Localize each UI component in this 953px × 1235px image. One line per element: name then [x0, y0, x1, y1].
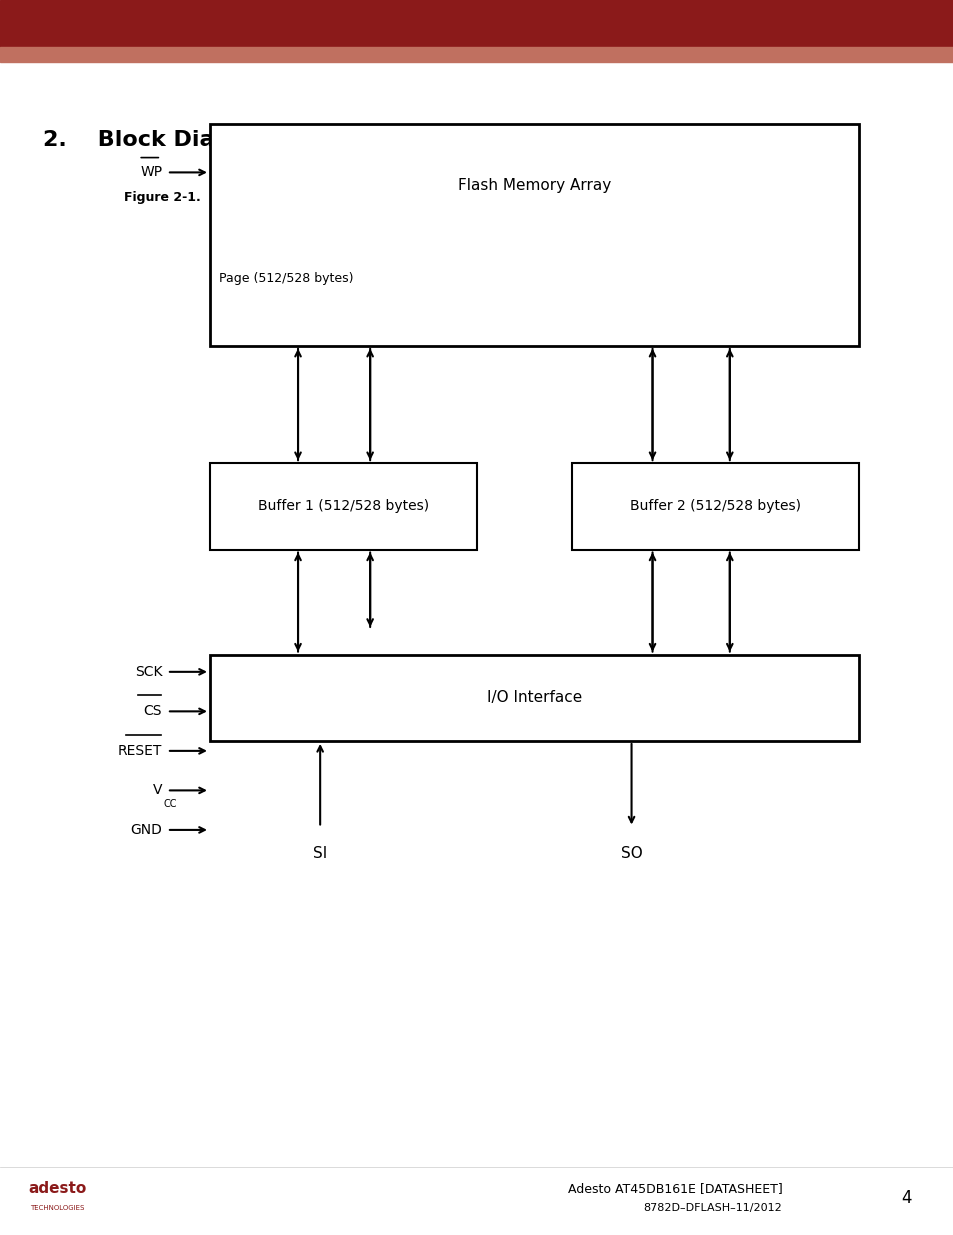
Text: SCK: SCK	[134, 664, 162, 679]
Bar	[572, 463, 858, 550]
Text: Page (512/528 bytes): Page (512/528 bytes)	[219, 272, 354, 285]
Bar	[210, 655, 858, 741]
Text: RESET: RESET	[117, 743, 162, 758]
Text: 4: 4	[900, 1189, 911, 1207]
Text: Adesto AT45DB161E [DATASHEET]: Adesto AT45DB161E [DATASHEET]	[567, 1182, 781, 1194]
Bar	[0, 47, 953, 62]
Text: TECHNOLOGIES: TECHNOLOGIES	[30, 1205, 84, 1210]
Text: I/O Interface: I/O Interface	[486, 690, 581, 705]
Bar	[0, 0, 953, 47]
Text: adesto: adesto	[28, 1181, 87, 1195]
Text: SO: SO	[620, 846, 641, 861]
Text: CC: CC	[163, 799, 176, 809]
Text: Flash Memory Array: Flash Memory Array	[457, 178, 610, 193]
Text: 8782D–DFLASH–11/2012: 8782D–DFLASH–11/2012	[643, 1203, 781, 1213]
Text: Buffer 1 (512/528 bytes): Buffer 1 (512/528 bytes)	[257, 499, 429, 514]
Bar	[210, 124, 858, 346]
Text: Figure 2-1.   Block Diagram: Figure 2-1. Block Diagram	[124, 191, 315, 205]
Text: Buffer 2 (512/528 bytes): Buffer 2 (512/528 bytes)	[629, 499, 801, 514]
Text: WP: WP	[140, 165, 162, 179]
Text: SI: SI	[313, 846, 327, 861]
Text: CS: CS	[144, 704, 162, 719]
Text: GND: GND	[131, 823, 162, 837]
Text: V: V	[152, 783, 162, 798]
Text: 2.    Block Diagram: 2. Block Diagram	[43, 130, 279, 149]
Bar	[210, 463, 476, 550]
